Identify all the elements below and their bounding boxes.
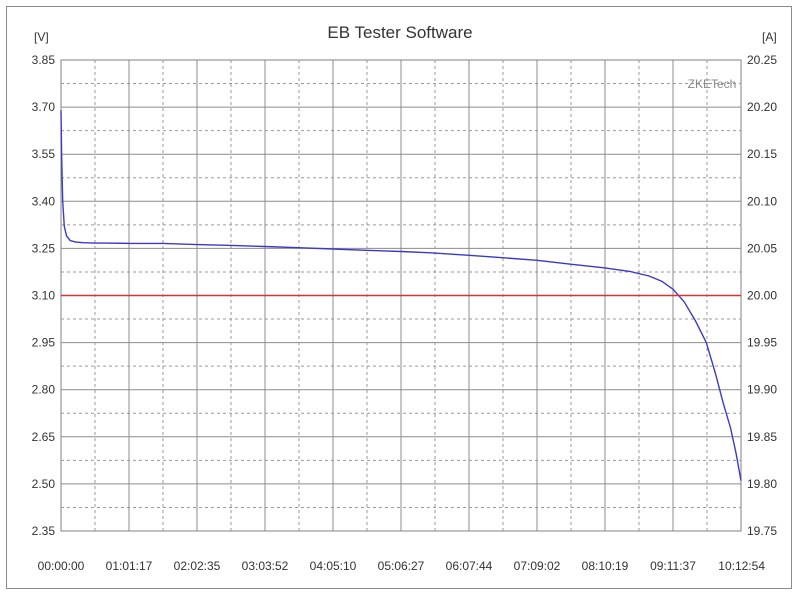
x-tick-label: 04:05:10	[310, 559, 357, 573]
x-tick-label: 09:11:37	[650, 559, 696, 573]
y-left-tick-label: 2.50	[32, 477, 56, 491]
y-left-tick-label: 3.25	[32, 241, 56, 255]
y-left-unit: [V]	[34, 30, 49, 44]
y-right-tick-label: 20.20	[747, 100, 777, 114]
x-tick-label: 00:00:00	[38, 559, 85, 573]
y-left-tick-label: 3.85	[32, 53, 56, 67]
x-tick-label: 07:09:02	[514, 559, 561, 573]
grid	[61, 60, 741, 531]
y-right-tick-label: 19.80	[747, 477, 777, 491]
x-tick-label: 08:10:19	[582, 559, 629, 573]
y-left-tick-label: 2.95	[32, 336, 56, 350]
x-tick-label: 02:02:35	[174, 559, 221, 573]
voltage-series-line	[60, 110, 742, 481]
y-right-unit: [A]	[762, 30, 777, 44]
x-tick-label: 10:12:54	[718, 559, 765, 573]
chart-title: EB Tester Software	[327, 23, 472, 42]
y-left-tick-label: 3.55	[32, 147, 56, 161]
x-tick-labels: 00:00:00 01:01:17 02:02:35 03:03:52 04:05:10…	[38, 559, 766, 573]
y-right-tick-label: 19.95	[747, 336, 777, 350]
y-right-tick-label: 19.90	[747, 383, 777, 397]
y-left-tick-label: 3.70	[32, 100, 56, 114]
y-right-tick-label: 19.75	[747, 524, 777, 538]
y-right-tick-labels: 20.25 20.20 20.15 20.10 20.05 20.00 19.95 19.90…	[747, 53, 777, 538]
y-left-tick-label: 2.65	[32, 430, 56, 444]
y-left-tick-label: 2.80	[32, 383, 56, 397]
y-right-tick-label: 20.25	[747, 53, 777, 67]
y-left-tick-labels: 3.85 3.70 3.55 3.40 3.25 3.10 2.95 2.80 2.65 2.50…	[32, 53, 56, 538]
x-tick-label: 01:01:17	[106, 559, 153, 573]
x-tick-label: 03:03:52	[242, 559, 289, 573]
y-left-tick-label: 2.35	[32, 524, 56, 538]
y-right-tick-label: 20.00	[747, 289, 777, 303]
y-left-tick-label: 3.40	[32, 194, 56, 208]
watermark: ZKETech	[688, 77, 737, 91]
y-right-tick-label: 20.05	[747, 241, 777, 255]
x-tick-label: 06:07:44	[446, 559, 493, 573]
x-tick-label: 05:06:27	[378, 559, 425, 573]
y-right-tick-label: 20.10	[747, 194, 777, 208]
series-group	[60, 110, 742, 481]
y-left-tick-label: 3.10	[32, 289, 56, 303]
y-right-tick-label: 19.85	[747, 430, 777, 444]
y-right-tick-label: 20.15	[747, 147, 777, 161]
